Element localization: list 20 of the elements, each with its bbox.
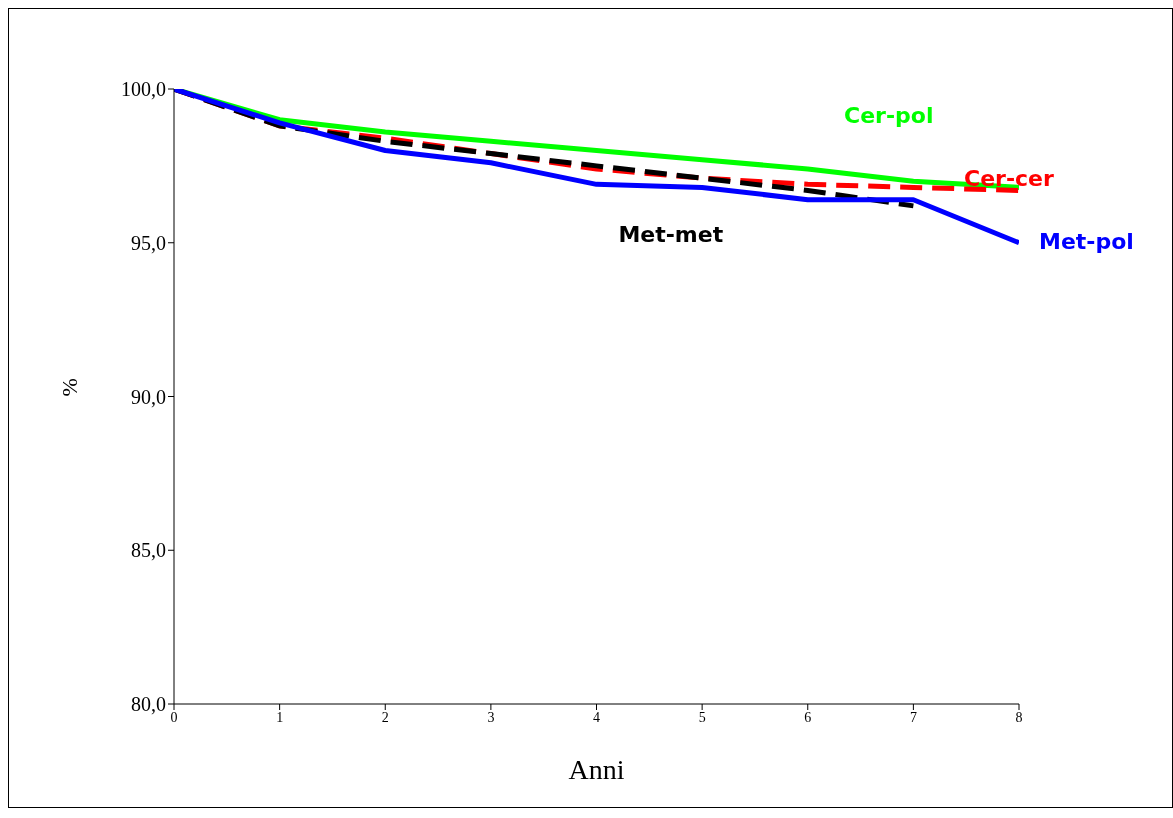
y-tick-label: 100,0 xyxy=(121,78,166,101)
y-tick-label: 80,0 xyxy=(131,693,166,716)
series-label: Met-met xyxy=(618,221,724,247)
x-axis-title: Anni xyxy=(568,754,625,785)
y-tick-label: 90,0 xyxy=(131,385,166,408)
x-tick-label: 0 xyxy=(170,709,178,725)
x-tick-label: 7 xyxy=(909,709,917,725)
y-tick-label: 95,0 xyxy=(131,231,166,254)
x-tick-label: 1 xyxy=(276,709,284,725)
x-tick-label: 3 xyxy=(487,709,495,725)
x-tick-label: 6 xyxy=(804,709,812,725)
x-tick-label: 2 xyxy=(381,709,389,725)
y-axis-title: % xyxy=(56,378,82,397)
x-tick-label: 5 xyxy=(698,709,706,725)
y-tick-label: 85,0 xyxy=(131,539,166,562)
x-tick-label: 8 xyxy=(1015,709,1023,725)
series-label: Met-pol xyxy=(1039,228,1134,254)
series-label: Cer-cer xyxy=(964,166,1055,192)
x-tick-label: 4 xyxy=(593,709,600,725)
text: Cer-pol xyxy=(844,103,934,129)
